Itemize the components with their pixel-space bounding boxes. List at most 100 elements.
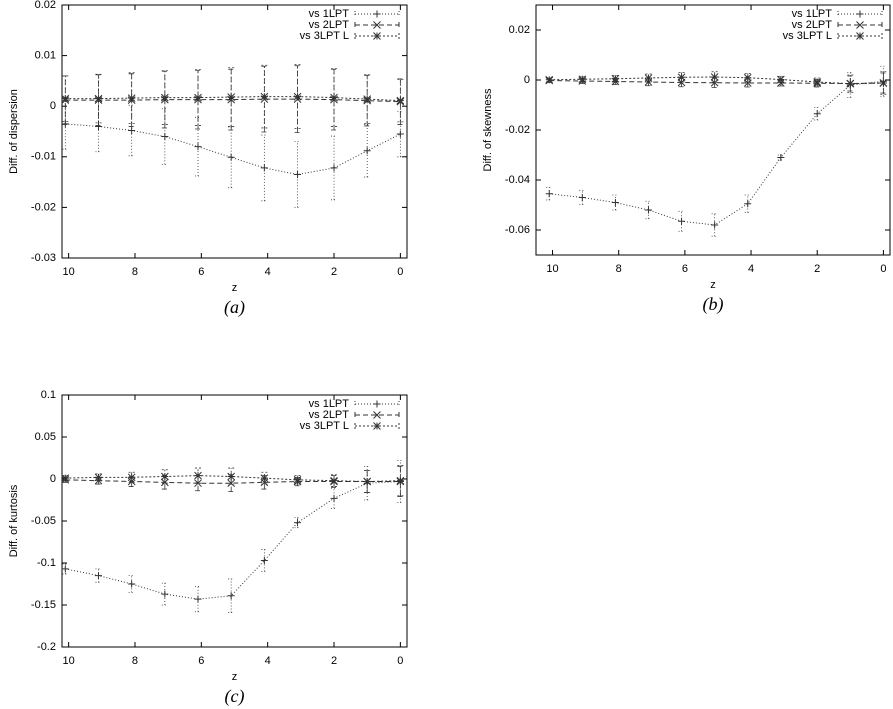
y-tick-label: -0.02 [31, 201, 56, 213]
point-marker [293, 92, 302, 101]
error-bar [331, 135, 338, 201]
legend-marker [373, 411, 381, 419]
caption: (b) [703, 294, 724, 315]
point-marker [127, 473, 136, 482]
x-tick-label: 4 [748, 263, 754, 275]
error-bar [364, 124, 371, 178]
error-bar [128, 575, 135, 593]
x-axis-label: z [710, 279, 716, 291]
x-tick-label: 2 [331, 266, 337, 278]
point-marker [194, 595, 202, 603]
error-bar [364, 470, 371, 493]
y-tick-label: -0.03 [31, 252, 56, 264]
error-bar [228, 578, 235, 613]
x-tick-label: 0 [397, 655, 403, 667]
point-marker [644, 74, 653, 82]
x-tick-label: 10 [63, 266, 75, 278]
x-tick-label: 8 [132, 266, 138, 278]
point-marker [743, 73, 752, 82]
error-bar [195, 467, 202, 484]
caption: (a) [224, 297, 245, 318]
error-bar [161, 582, 168, 606]
error-bar [612, 194, 619, 211]
point-marker [61, 474, 70, 483]
y-tick-label: -0.05 [31, 515, 56, 527]
point-marker [545, 75, 554, 84]
error-bar [645, 200, 652, 220]
y-tick-label: -0.1 [37, 557, 56, 569]
point-marker [227, 592, 235, 600]
point-marker [330, 93, 338, 102]
plot-frame [61, 394, 408, 648]
error-bar [195, 69, 202, 126]
point-marker [94, 94, 103, 103]
y-tick-label: 0 [524, 74, 530, 86]
y-tick-label: 0 [50, 100, 56, 112]
error-bar [261, 549, 268, 572]
x-tick-label: 6 [682, 263, 688, 275]
error-bar [744, 194, 751, 213]
point-marker [61, 565, 69, 573]
point-marker [194, 93, 202, 102]
point-marker [227, 93, 236, 101]
legend-marker [856, 21, 864, 29]
legend-marker [373, 422, 381, 430]
point-marker [260, 474, 269, 483]
y-tick-label: -0.01 [31, 151, 56, 163]
point-marker [710, 73, 719, 81]
y-axis-label: Diff. of skewness [482, 88, 494, 171]
x-tick-label: 0 [880, 263, 886, 275]
x-tick-label: 8 [616, 263, 622, 275]
y-axis-label: Diff. of dispersion [8, 89, 20, 174]
x-tick-label: 2 [331, 655, 337, 667]
x-axis-label: z [232, 671, 238, 683]
y-tick-label: 0 [50, 473, 56, 485]
point-marker [160, 472, 169, 481]
legend-swatch [837, 22, 883, 28]
legend-swatch [354, 22, 400, 28]
point-marker [194, 143, 202, 151]
legend-label: vs 3LPT L [300, 30, 349, 42]
point-marker [61, 94, 70, 103]
point-marker [294, 519, 302, 527]
error-bar [880, 71, 887, 95]
point-marker [777, 154, 785, 161]
point-marker [677, 73, 686, 82]
x-tick-label: 10 [546, 263, 558, 275]
point-marker [396, 476, 405, 485]
series-line [549, 80, 884, 226]
point-marker [363, 147, 371, 155]
error-bar [294, 517, 301, 529]
plot-frame [535, 4, 891, 256]
error-bar [397, 110, 404, 158]
point-marker [644, 206, 652, 214]
series-line [65, 123, 401, 176]
y-tick-label: 0.05 [35, 431, 56, 443]
series-line [65, 481, 401, 600]
error-bar [62, 563, 69, 575]
legend-label: vs 1LPT [792, 8, 833, 20]
legend-marker [856, 32, 864, 40]
error-bar [397, 78, 404, 125]
legend-marker [373, 400, 381, 408]
point-marker [330, 476, 338, 485]
point-marker [260, 556, 268, 564]
legend-label: vs 1LPT [309, 8, 350, 20]
point-marker [545, 190, 553, 198]
legend-label: vs 1LPT [309, 398, 350, 410]
point-marker [813, 110, 821, 118]
point-marker [611, 199, 619, 206]
point-marker [776, 75, 785, 84]
x-tick-label: 8 [132, 655, 138, 667]
point-marker [710, 78, 719, 87]
x-tick-label: 10 [63, 655, 75, 667]
y-tick-label: 0.01 [35, 50, 56, 62]
error-bar [261, 64, 268, 129]
error-bar [331, 487, 338, 509]
point-marker [813, 78, 822, 86]
error-bar [294, 64, 301, 129]
legend-label: vs 2LPT [309, 19, 350, 31]
y-axis-label: Diff. of kurtosis [8, 484, 20, 557]
legend-swatch [354, 412, 400, 418]
